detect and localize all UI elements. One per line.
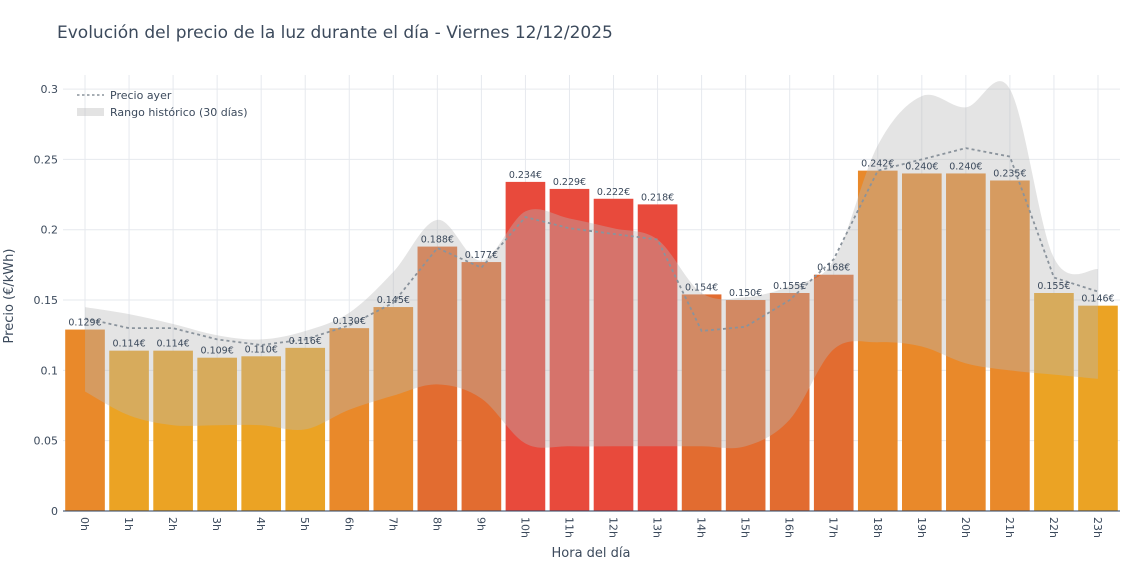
legend: Precio ayer Rango histórico (30 días): [77, 89, 248, 119]
price-bar: [417, 246, 458, 511]
x-tick-label: 18h: [871, 517, 884, 538]
price-bar: [505, 181, 546, 511]
price-bar: [329, 328, 370, 511]
price-bar: [857, 170, 898, 511]
bar-value-label: 0.150€: [729, 288, 762, 299]
price-bar: [1078, 305, 1118, 511]
x-tick-label: 10h: [518, 517, 531, 538]
x-tick-label: 23h: [1091, 517, 1104, 538]
bar-value-label: 0.240€: [949, 161, 982, 172]
bar-value-label: 0.114€: [112, 339, 145, 350]
y-tick-label: 0.2: [41, 224, 59, 237]
x-tick-label: 4h: [254, 517, 267, 531]
y-tick-label: 0: [51, 505, 58, 518]
legend-item-yesterday: Precio ayer: [110, 89, 172, 102]
price-bar: [901, 173, 942, 512]
bar-value-label: 0.145€: [377, 295, 410, 306]
x-tick-label: 7h: [386, 517, 399, 531]
price-bar: [285, 347, 326, 511]
price-bar: [593, 198, 634, 511]
historical-range-band: [85, 81, 1098, 449]
x-tick-label: 5h: [298, 517, 311, 531]
legend-band-swatch: [77, 108, 104, 116]
x-tick-label: 17h: [827, 517, 840, 538]
bar-value-label: 0.146€: [1081, 294, 1114, 305]
bar-value-label: 0.110€: [245, 344, 278, 355]
x-tick-label: 9h: [474, 517, 487, 531]
price-bar: [1034, 293, 1074, 511]
bar-value-label: 0.154€: [685, 282, 718, 293]
price-bar: [769, 293, 810, 511]
price-bar: [109, 350, 149, 511]
x-tick-label: 19h: [915, 517, 928, 538]
x-tick-label: 22h: [1047, 517, 1060, 538]
price-bar: [461, 262, 502, 511]
bar-value-label: 0.168€: [817, 263, 850, 274]
x-tick-label: 6h: [342, 517, 355, 531]
bar-value-labels: 0.129€ 0.114€ 0.114€ 0.109€ 0.110€ 0.116€ 0.13…: [68, 159, 1114, 357]
bar-value-label: 0.242€: [861, 159, 894, 170]
bar-value-label: 0.177€: [465, 250, 498, 261]
axes: 0 0.05 0.1 0.15 0.2 0.25 0.3 0h 1h 2h 3h 4h 5h 6h 7h 8h…: [34, 83, 1120, 538]
bar-value-label: 0.240€: [905, 161, 938, 172]
x-tick-label: 2h: [166, 517, 179, 531]
bar-value-label: 0.155€: [773, 281, 806, 292]
x-tick-label: 20h: [959, 517, 972, 538]
bar-value-label: 0.188€: [421, 235, 454, 246]
chart-title: Evolución del precio de la luz durante e…: [57, 23, 613, 43]
x-tick-label: 8h: [430, 517, 443, 531]
y-tick-label: 0.3: [41, 83, 59, 96]
y-tick-label: 0.1: [41, 364, 59, 377]
historical-range-area: [85, 81, 1098, 449]
price-bar: [373, 307, 414, 511]
bar-value-label: 0.109€: [201, 346, 234, 357]
y-tick-label: 0.05: [34, 435, 59, 448]
price-bar: [549, 188, 590, 511]
yesterday-price-line: [84, 147, 1099, 346]
x-tick-label: 3h: [210, 517, 223, 531]
price-bar: [946, 173, 986, 512]
bar-value-label: 0.234€: [509, 170, 542, 181]
bar-value-label: 0.222€: [597, 187, 630, 198]
price-bar: [725, 300, 766, 511]
legend-item-historical: Rango histórico (30 días): [110, 106, 248, 119]
x-tick-label: 15h: [739, 517, 752, 538]
price-bar: [637, 204, 678, 511]
bar-value-label: 0.218€: [641, 192, 674, 203]
price-bar: [197, 357, 237, 511]
price-bar: [153, 350, 193, 511]
y-tick-label: 0.15: [34, 294, 59, 307]
x-tick-label: 16h: [783, 517, 796, 538]
price-bar: [990, 180, 1030, 511]
x-tick-label: 14h: [695, 517, 708, 538]
bar-value-label: 0.129€: [68, 318, 101, 329]
bar-value-label: 0.130€: [333, 316, 366, 327]
x-axis-label: Hora del día: [552, 546, 631, 561]
x-tick-label: 12h: [607, 517, 620, 538]
yesterday-price-polyline: [84, 147, 1099, 346]
x-tick-label: 13h: [651, 517, 664, 538]
x-tick-label: 11h: [562, 517, 575, 538]
bar-value-label: 0.114€: [156, 339, 189, 350]
bar-value-label: 0.116€: [289, 336, 322, 347]
bars: [65, 170, 1118, 512]
y-axis-label: Precio (€/kWh): [2, 249, 17, 344]
x-tick-label: 0h: [78, 517, 91, 531]
price-bar: [241, 356, 282, 511]
x-tick-label: 1h: [122, 517, 135, 531]
bar-value-label: 0.155€: [1037, 281, 1070, 292]
x-tick-label: 21h: [1003, 517, 1016, 538]
price-bar: [813, 274, 854, 511]
bar-value-label: 0.229€: [553, 177, 586, 188]
y-tick-label: 0.25: [34, 153, 59, 166]
bar-value-label: 0.235€: [993, 168, 1026, 179]
price-bar: [65, 329, 105, 511]
